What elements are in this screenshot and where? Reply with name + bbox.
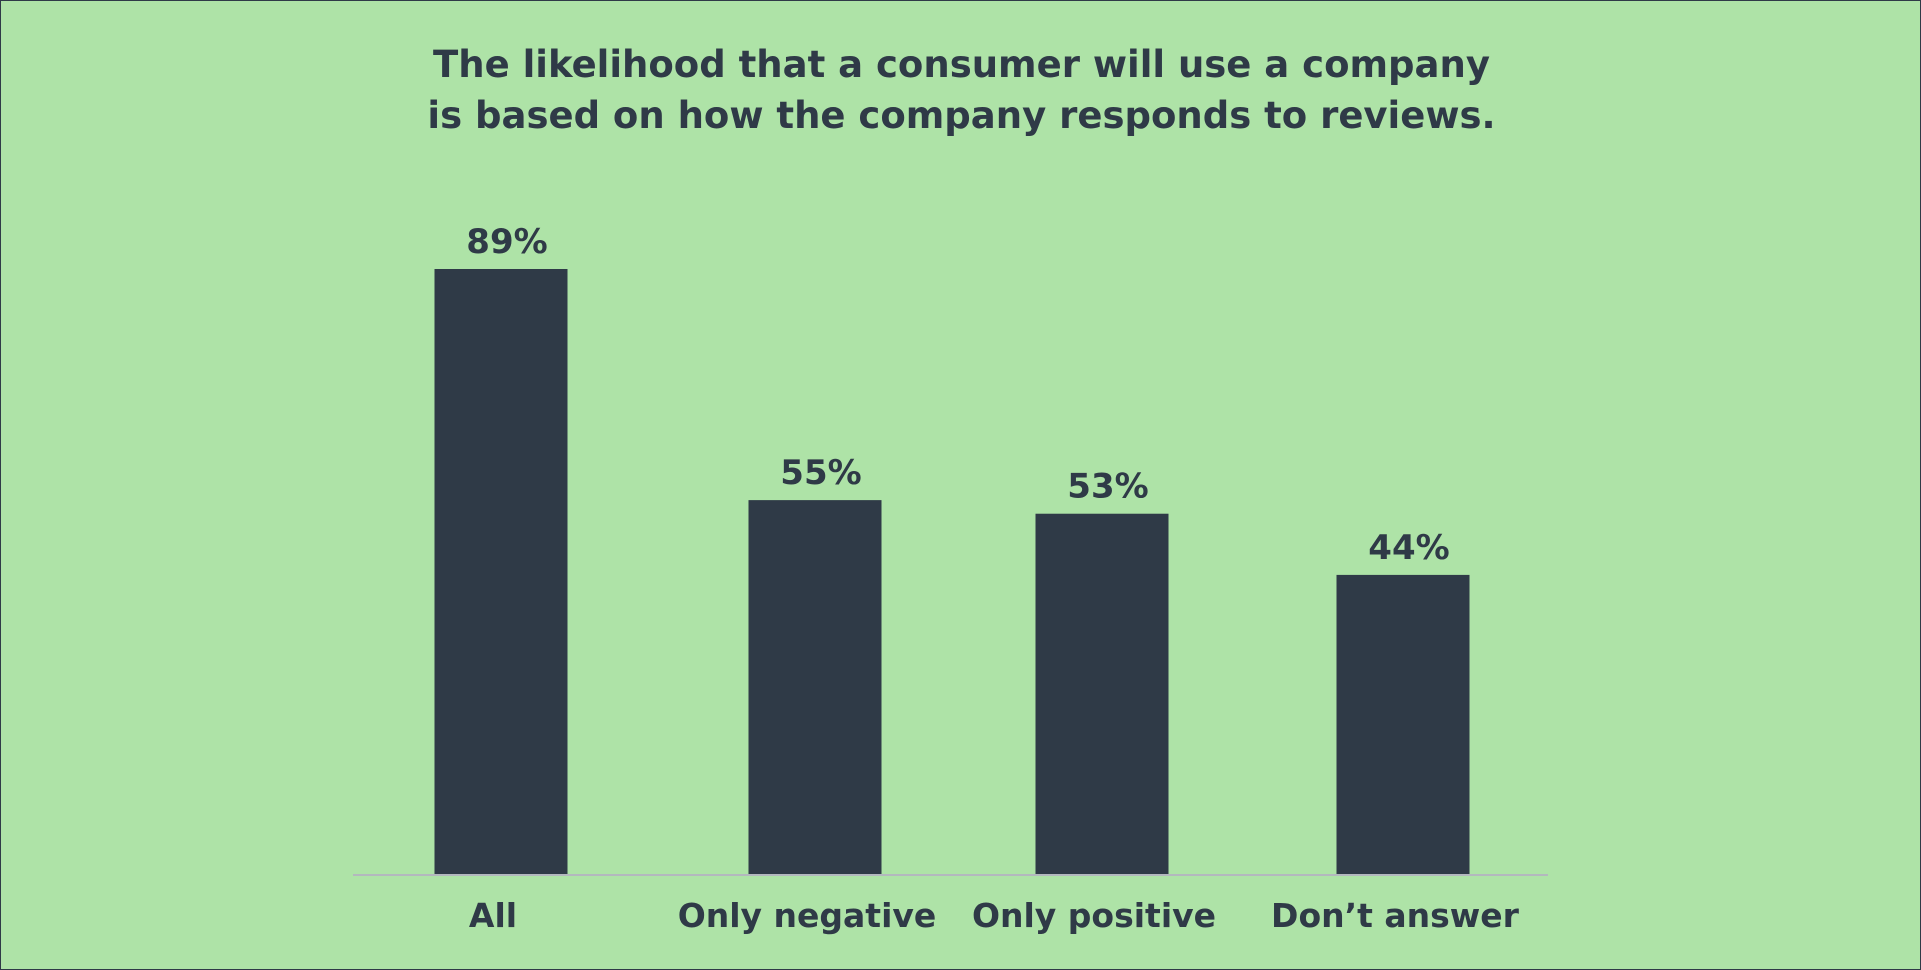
bar-value-label-2: 53% — [1067, 467, 1148, 507]
bar-value-label-1: 55% — [780, 453, 861, 493]
chart-title-line-2: is based on how the company responds to … — [427, 94, 1496, 137]
bar-3 — [1336, 574, 1470, 874]
x-tick-label-1: Only negative — [678, 896, 937, 935]
x-tick-label-2: Only positive — [972, 896, 1216, 935]
bar-1 — [748, 500, 882, 874]
bar-value-label-3: 44% — [1368, 528, 1449, 568]
x-tick-label-3: Don’t answer — [1271, 896, 1520, 935]
chart-title-line-1: The likelihood that a consumer will use … — [433, 43, 1490, 86]
chart-title: The likelihood that a consumer will use … — [1, 39, 1920, 141]
bar-value-label-0: 89% — [466, 222, 547, 262]
bar-2 — [1035, 513, 1169, 874]
x-tick-label-0: All — [469, 896, 517, 935]
bar-0 — [434, 269, 568, 874]
